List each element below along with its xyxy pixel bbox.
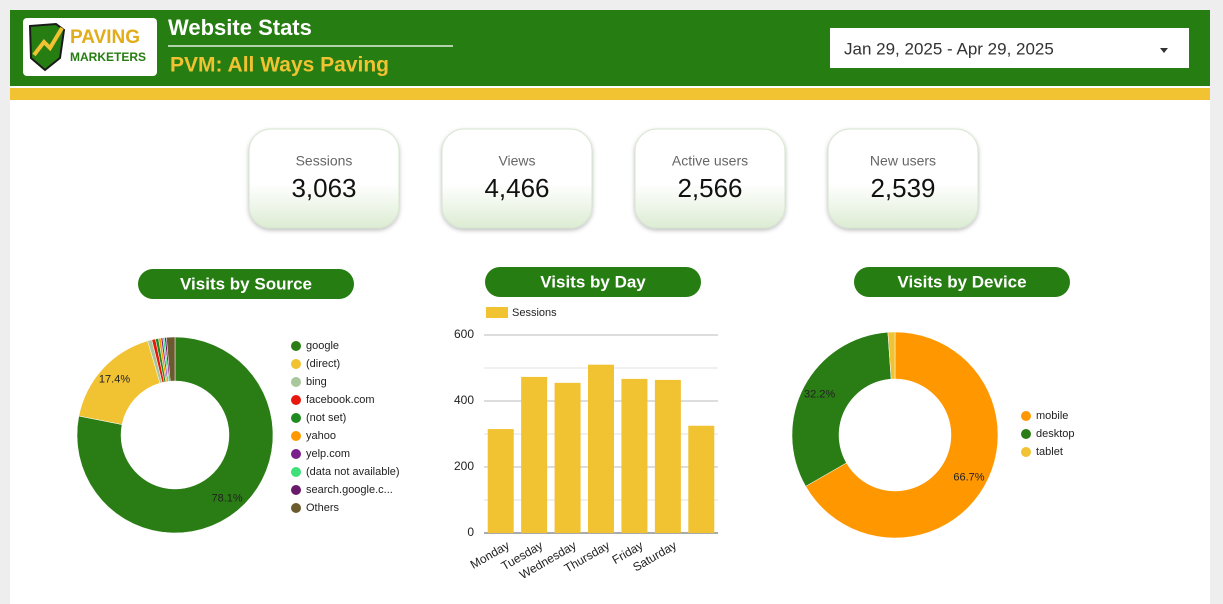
- legend-label: tablet: [1036, 446, 1063, 458]
- legend-swatch: [291, 485, 301, 495]
- data-label: 78.1%: [211, 492, 242, 504]
- legend-label: desktop: [1036, 428, 1075, 440]
- legend-label: (data not available): [306, 466, 400, 478]
- legend-label: mobile: [1036, 410, 1068, 422]
- legend-label: search.google.c...: [306, 484, 393, 496]
- y-tick-label: 600: [454, 327, 474, 341]
- bar: [621, 378, 648, 533]
- legend-swatch: [291, 395, 301, 405]
- legend-swatch: [291, 503, 301, 513]
- y-tick-label: 0: [467, 525, 474, 539]
- kpi-value: 2,539: [870, 173, 935, 203]
- legend-label: Sessions: [512, 307, 557, 319]
- legend-label: google: [306, 340, 339, 352]
- logo-arrow: [32, 26, 64, 57]
- legend-swatch: [1021, 429, 1031, 439]
- legend-label: (not set): [306, 412, 346, 424]
- logo-text: PAVING: [70, 27, 140, 48]
- legend-swatch: [291, 413, 301, 423]
- bar: [487, 429, 514, 533]
- date-picker[interactable]: [830, 28, 1189, 68]
- chart-title: Visits by Source: [180, 274, 312, 293]
- page-subtitle: PVM: All Ways Paving: [170, 54, 389, 77]
- data-label: 17.4%: [99, 374, 130, 386]
- legend-swatch: [291, 467, 301, 477]
- donut-slice: [805, 331, 999, 539]
- bar: [521, 376, 548, 533]
- kpi-label: Active users: [672, 153, 748, 169]
- legend-swatch: [291, 449, 301, 459]
- kpi-value: 4,466: [484, 173, 549, 203]
- data-label: 66.7%: [953, 472, 984, 484]
- kpi-label: Views: [498, 153, 535, 169]
- donut-slice: [166, 336, 176, 382]
- header-stripe: [10, 88, 1210, 100]
- kpi-card: [248, 128, 400, 229]
- legend-label: facebook.com: [306, 394, 374, 406]
- kpi-value: 2,566: [677, 173, 742, 203]
- page-title: Website Stats: [168, 15, 312, 40]
- kpi-label: Sessions: [296, 153, 353, 169]
- chart-title: Visits by Device: [897, 272, 1026, 291]
- y-tick-label: 400: [454, 393, 474, 407]
- dropdown-icon[interactable]: [1160, 48, 1168, 53]
- legend-swatch: [291, 431, 301, 441]
- legend-swatch: [1021, 411, 1031, 421]
- data-label: 32.2%: [804, 389, 835, 401]
- legend-label: Others: [306, 502, 340, 514]
- bar: [554, 382, 581, 533]
- logo-text: MARKETERS: [70, 50, 146, 64]
- legend-label: yelp.com: [306, 448, 350, 460]
- kpi-value: 3,063: [291, 173, 356, 203]
- legend-label: yahoo: [306, 430, 336, 442]
- legend-swatch: [291, 359, 301, 369]
- donut-slice: [887, 331, 896, 380]
- kpi-label: New users: [870, 153, 936, 169]
- bar: [654, 379, 681, 533]
- chart-title: Visits by Day: [540, 272, 646, 291]
- kpi-card: [827, 128, 979, 229]
- donut-slice: [791, 331, 892, 487]
- kpi-card: [634, 128, 786, 229]
- chart-title-pill: [138, 269, 354, 299]
- legend-swatch: [291, 341, 301, 351]
- chart-title-pill: [854, 267, 1070, 297]
- legend-swatch: [1021, 447, 1031, 457]
- legend-label: bing: [306, 376, 327, 388]
- legend-swatch: [291, 377, 301, 387]
- legend-swatch: [486, 307, 508, 318]
- y-tick-label: 200: [454, 459, 474, 473]
- kpi-card: [441, 128, 593, 229]
- donut-slice: [76, 336, 274, 534]
- chart-title-pill: [485, 267, 701, 297]
- legend-label: (direct): [306, 358, 340, 370]
- date-range[interactable]: Jan 29, 2025 - Apr 29, 2025: [844, 39, 1054, 58]
- bar: [588, 364, 614, 533]
- bar: [688, 425, 715, 533]
